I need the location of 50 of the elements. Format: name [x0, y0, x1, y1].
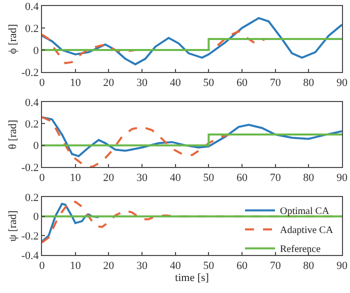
x-axis-title: time [s]	[175, 272, 209, 284]
x-tick-label: 90	[336, 260, 348, 272]
legend-label: Reference	[280, 244, 322, 256]
y-tick-label: 0	[33, 140, 40, 152]
x-tick-label: 50	[203, 172, 215, 184]
y-tick-label: 0.4	[25, 0, 40, 13]
x-tick-label: 90	[336, 172, 348, 184]
y-tick-label: 0.2	[25, 22, 39, 35]
y-tick-label: 0.2	[25, 192, 39, 204]
y-axis-title: ϕ [rad]	[7, 24, 20, 54]
x-tick-label: 40	[170, 77, 182, 90]
x-tick-label: 10	[70, 77, 82, 90]
x-tick-label: 50	[203, 77, 215, 90]
y-tick-label: 0.2	[25, 118, 39, 131]
y-axis-title: θ [rad]	[7, 120, 20, 150]
y-tick-label: 0	[33, 211, 40, 224]
x-tick-label: 20	[103, 172, 115, 184]
x-tick-label: 60	[236, 172, 248, 184]
x-tick-label: 70	[270, 172, 282, 184]
x-tick-label: 10	[70, 260, 82, 272]
x-tick-label: 60	[236, 77, 248, 90]
x-tick-label: 60	[236, 260, 248, 272]
y-tick-label: 0	[33, 44, 40, 57]
x-tick-label: 30	[136, 172, 148, 184]
x-tick-label: 10	[70, 172, 82, 184]
y-axis-title: ψ [rad]	[7, 210, 20, 242]
x-tick-label: 80	[303, 77, 315, 90]
y-tick-label: -0.4	[21, 250, 40, 262]
legend-label: Adaptive CA	[280, 225, 334, 236]
line-series	[42, 202, 100, 242]
y-tick-label: -0.2	[21, 230, 39, 243]
y-tick-label: -0.2	[21, 66, 39, 79]
x-tick-label: 40	[170, 172, 182, 184]
y-tick-label: 0.4	[25, 96, 40, 109]
x-tick-label: 50	[203, 260, 215, 272]
x-tick-label: 20	[103, 77, 115, 90]
x-tick-label: 70	[270, 260, 282, 272]
y-tick-label: -0.2	[21, 162, 39, 174]
x-tick-label: 80	[303, 260, 315, 272]
x-tick-label: 30	[136, 260, 148, 272]
x-tick-label: 90	[336, 77, 348, 90]
x-tick-label: 40	[170, 260, 182, 272]
x-tick-label: 20	[103, 260, 115, 272]
line-series	[42, 116, 342, 158]
line-series	[42, 17, 342, 66]
line-series	[42, 116, 230, 167]
legend-label: Optimal CA	[280, 206, 330, 218]
x-tick-label: 80	[303, 172, 315, 184]
x-tick-label: 70	[270, 77, 282, 90]
x-tick-label: 30	[136, 77, 148, 90]
